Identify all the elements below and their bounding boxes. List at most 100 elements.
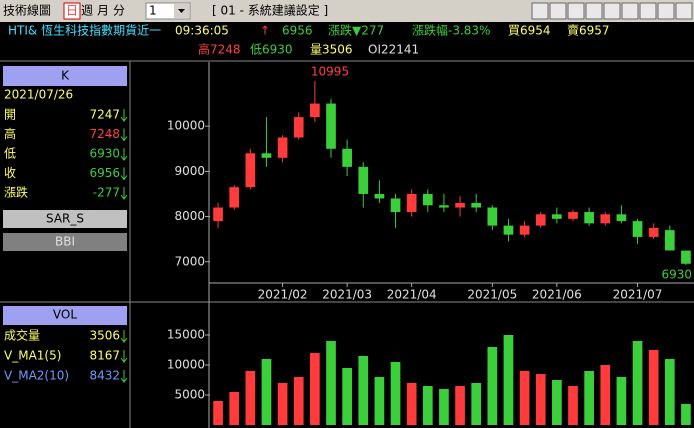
row-label: 漲跌 — [4, 185, 28, 200]
instrument-name: HTI& 恆生科技指數期貨近一 — [8, 23, 161, 38]
volume-bar — [422, 386, 433, 425]
down-arrow — [120, 350, 128, 363]
candle-body — [277, 137, 288, 158]
tool-button[interactable] — [639, 2, 657, 20]
high-annotation: 10995 — [311, 65, 349, 79]
candle-body — [229, 187, 240, 208]
candle-body — [648, 227, 659, 237]
y-tick-label: 8000 — [174, 209, 205, 223]
indicator-button[interactable] — [3, 233, 127, 251]
setting-label[interactable]: [ 01 - 系統建議設定 ] — [212, 3, 328, 18]
down-arrow — [120, 167, 128, 181]
volume-bar — [535, 374, 546, 425]
y-tick-label: 7000 — [174, 254, 205, 268]
x-tick-label: 2021/05 — [467, 288, 517, 302]
row-value: 6956 — [89, 166, 120, 180]
period-month[interactable]: 月 — [97, 4, 109, 18]
k-rows: 開 7247 高 7248 低 6930 收 6956 漲跌 -277 — [4, 108, 128, 200]
indicator-label[interactable]: SAR_S — [46, 212, 84, 226]
candle-body — [600, 214, 611, 224]
tool-button[interactable] — [567, 2, 585, 20]
candle-body — [406, 193, 417, 213]
tool-button[interactable] — [621, 2, 639, 20]
candle-body — [213, 207, 223, 222]
volume-bar — [358, 356, 369, 425]
volume-bar — [374, 377, 385, 425]
candle-body — [374, 193, 385, 199]
x-tick-label: 2021/03 — [322, 288, 372, 302]
x-tick-label: 2021/04 — [387, 288, 437, 302]
tool-button[interactable] — [675, 2, 693, 20]
candle-body — [358, 166, 369, 194]
candle-body — [681, 250, 691, 264]
y-tick-label: 5000 — [174, 388, 205, 402]
volume-bar — [584, 371, 594, 425]
candle-body — [326, 103, 336, 149]
tool-button[interactable] — [603, 2, 621, 20]
y-tick-label: 10000 — [167, 358, 205, 372]
candle-body — [293, 117, 304, 138]
row-label: 低 — [4, 147, 16, 161]
volume-bar — [519, 371, 530, 425]
candle-body — [552, 214, 562, 219]
period-day[interactable]: 日 — [66, 4, 78, 18]
row-label: 收 — [4, 166, 16, 180]
candle-body — [568, 212, 578, 219]
indicator-button[interactable] — [3, 210, 127, 228]
down-arrow — [120, 330, 128, 343]
tool-button[interactable] — [585, 2, 603, 20]
candle-body — [439, 205, 449, 208]
plot: 7000 8000 9000 10000 2021/02 2021/03 2021/04 20… — [167, 81, 691, 425]
y-tick-label: 10000 — [167, 119, 205, 133]
row-label: 成交量 — [4, 328, 40, 343]
quote-oi: OI22141 — [368, 43, 419, 57]
volume-bar — [326, 341, 336, 425]
down-arrow — [120, 109, 128, 122]
candle-body — [664, 230, 675, 251]
candle-body — [616, 214, 627, 222]
period-button[interactable] — [63, 2, 81, 20]
volume-bar — [229, 392, 240, 425]
row-value: 6930 — [89, 147, 120, 161]
quote-ask: 賣6957 — [567, 23, 610, 38]
candle-body — [471, 203, 482, 208]
tool-button[interactable] — [657, 2, 675, 20]
candle-body — [455, 203, 465, 208]
y-tick-label: 9000 — [174, 164, 205, 178]
volume-bar — [310, 353, 320, 425]
count-value[interactable]: 1 — [149, 4, 157, 18]
quote-volume: 量3506 — [310, 43, 353, 57]
row-label: V_MA1(5) — [4, 349, 61, 363]
tool-button[interactable] — [549, 2, 567, 20]
quote-high: 高7248 — [198, 42, 241, 57]
window-title: 技術線圖 — [3, 3, 51, 18]
quote-low: 低6930 — [250, 43, 293, 57]
row-label: 高 — [4, 126, 16, 141]
volume-bar — [455, 386, 465, 425]
candle-body — [632, 221, 643, 237]
down-arrow — [120, 148, 128, 161]
row-label: V_MA2(10) — [4, 369, 69, 383]
period-minute[interactable]: 分 — [113, 4, 125, 18]
row-value: 8167 — [89, 349, 120, 363]
candle-body — [245, 153, 256, 188]
volume-bar — [681, 403, 691, 425]
volume-bar — [632, 341, 643, 425]
arrow-icon — [178, 9, 185, 13]
panel-title: K — [61, 69, 70, 83]
quote-time: 09:36:05 — [175, 24, 229, 38]
candle-body — [422, 193, 433, 206]
y-tick-label: 15000 — [167, 328, 205, 342]
row-value: 7247 — [89, 108, 120, 122]
volume-bar — [471, 383, 482, 425]
period-week[interactable]: 週 — [81, 4, 93, 18]
candle-body — [535, 214, 546, 226]
volume-bar — [439, 389, 449, 425]
volume-bar — [277, 383, 288, 425]
volume-bar — [600, 365, 611, 425]
tool-button[interactable] — [531, 2, 549, 20]
volume-bar — [245, 371, 256, 425]
indicator-label[interactable]: BBI — [55, 235, 75, 249]
volume-bar — [568, 386, 578, 425]
